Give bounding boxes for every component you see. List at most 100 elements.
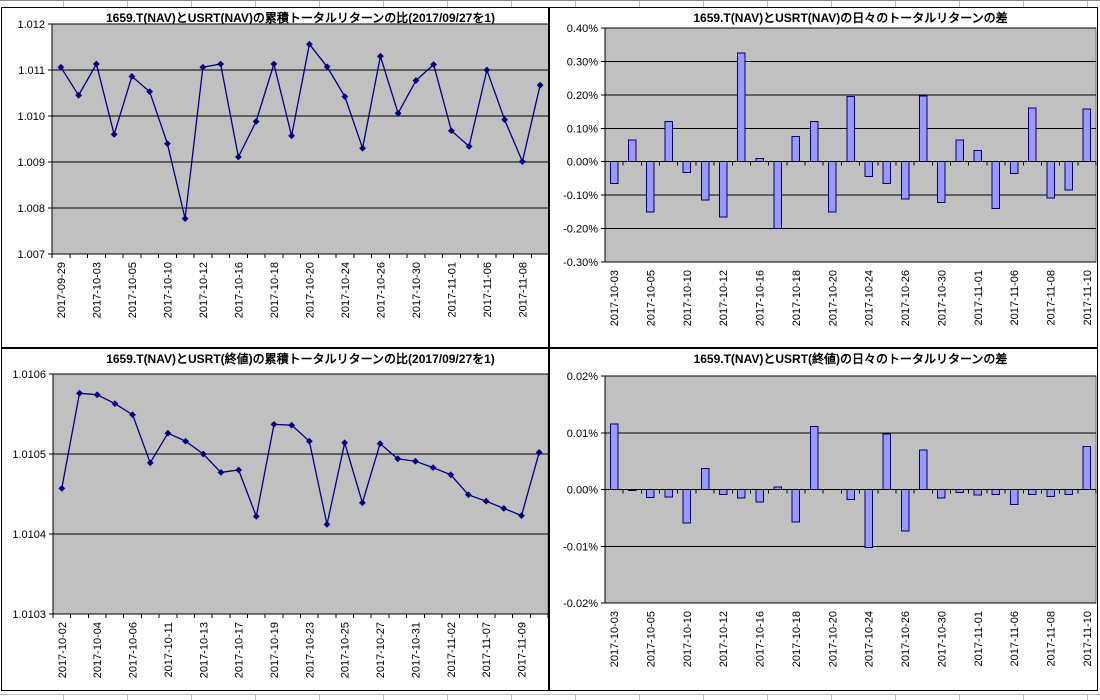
y-tick-label: -0.02% xyxy=(563,598,598,610)
spreadsheet-row-top xyxy=(0,0,1100,8)
data-point-marker xyxy=(111,400,119,407)
x-tick-label: 2017-10-10 xyxy=(682,611,694,667)
data-point-marker xyxy=(394,109,402,117)
x-tick-label: 2017-10-31 xyxy=(410,622,422,678)
x-tick-label: 2017-10-03 xyxy=(609,611,621,667)
data-point-marker xyxy=(376,440,384,447)
data-point-marker xyxy=(412,77,420,84)
bar xyxy=(1064,161,1073,191)
plot-area xyxy=(51,23,548,255)
bar xyxy=(846,96,855,163)
data-point-marker xyxy=(447,471,455,479)
x-axis: 2017-10-03 2017-10-05 2017-10-10 2017-10-12… xyxy=(604,489,1097,667)
data-point-marker xyxy=(429,464,437,471)
y-tick-label: 0.20% xyxy=(567,90,598,102)
x-tick-label: 2017-10-13 xyxy=(198,622,210,678)
bar xyxy=(955,139,964,163)
data-point-marker xyxy=(323,63,331,71)
x-tick-label: 2017-10-27 xyxy=(375,622,387,678)
x-tick-label: 2017-10-18 xyxy=(791,270,803,326)
chart-canvas: 0.02%0.01%0.00%-0.01%-0.02%2017-10-03 201… xyxy=(563,371,1097,667)
y-tick-label: 0.40% xyxy=(567,23,598,35)
data-point-marker xyxy=(518,158,526,165)
bar xyxy=(828,161,837,213)
bar xyxy=(737,52,746,163)
y-tick-label: 1.0104 xyxy=(12,529,46,541)
x-tick-label: 2017-10-11 xyxy=(163,622,175,677)
chart-canvas: 0.40% 0.30% 0.20% 0.10% 0.00% -0.10% -0.20% -0.… xyxy=(563,23,1097,326)
bar xyxy=(646,489,655,498)
data-point-marker xyxy=(447,127,455,135)
data-point-marker xyxy=(129,411,136,419)
y-tick-label: 0.02% xyxy=(567,371,598,383)
bar xyxy=(1064,489,1073,496)
x-tick-label: 2017-10-26 xyxy=(900,611,912,667)
data-point-marker xyxy=(341,93,349,101)
data-point-marker xyxy=(146,459,154,467)
x-tick-label: 2017-10-05 xyxy=(645,270,657,326)
bar xyxy=(664,121,673,163)
x-tick-label: 2017-10-30 xyxy=(936,611,948,667)
x-axis: 2017-10-02 2017-10-04 2017-10-06 2017-10-11… xyxy=(52,613,548,678)
data-point-marker xyxy=(305,40,313,48)
x-tick-label: 2017-10-10 xyxy=(162,262,174,318)
bar xyxy=(864,489,873,548)
data-point-marker xyxy=(465,491,472,499)
bar xyxy=(1028,107,1037,163)
spreadsheet-row-bottom xyxy=(0,691,1100,700)
data-point-marker xyxy=(110,131,118,138)
bar xyxy=(1009,161,1019,174)
y-tick-label: 1.011 xyxy=(18,65,45,77)
bar xyxy=(937,489,946,499)
bar xyxy=(973,489,982,496)
x-tick-label: 2017-10-16 xyxy=(233,262,245,318)
data-point-marker xyxy=(270,421,278,428)
bar xyxy=(1082,445,1092,490)
chart-nav-nav-daily-diff: 1659.T(NAV)とUSRT(NAV)の日々のトータルリターンの差 0.40… xyxy=(549,7,1098,348)
data-point-marker xyxy=(252,513,260,520)
x-tick-label: 2017-11-06 xyxy=(482,262,494,317)
data-point-marker xyxy=(234,153,242,161)
x-tick-label: 2017-11-09 xyxy=(516,622,528,677)
bar xyxy=(882,161,892,184)
data-point-marker xyxy=(376,52,384,60)
bar xyxy=(900,489,910,532)
y-tick-label: -0.30% xyxy=(563,257,598,269)
x-tick-label: 2017-09-29 xyxy=(56,262,68,318)
data-point-marker xyxy=(93,391,101,399)
data-point-marker xyxy=(181,215,189,222)
chart-nav-nav-cumulative-ratio: 1659.T(NAV)とUSRT(NAV)の累積トータルリターンの比(2017/… xyxy=(1,7,549,348)
y-tick-label: 1.0106 xyxy=(12,369,46,381)
x-tick-label: 2017-10-20 xyxy=(827,270,839,326)
y-tick-label: 1.010 xyxy=(17,111,45,123)
data-point-marker xyxy=(465,142,473,150)
x-tick-label: 2017-10-05 xyxy=(645,611,657,667)
y-tick-label: 1.0105 xyxy=(12,449,46,461)
x-tick-label: 2017-10-18 xyxy=(791,611,803,667)
bar xyxy=(755,489,764,503)
series-line xyxy=(58,389,543,528)
x-tick-label: 2017-10-02 xyxy=(57,622,69,678)
x-tick-label: 2017-10-24 xyxy=(864,611,876,667)
bar xyxy=(773,161,782,230)
x-tick-label: 2017-10-10 xyxy=(682,270,694,326)
chart-title: 1659.T(NAV)とUSRT(NAV)の累積トータルリターンの比(2017/… xyxy=(105,11,496,25)
chart-nav-close-daily-diff: 1659.T(NAV)とUSRT(終値)の日々のトータルリターンの差 0.02%… xyxy=(549,348,1098,691)
data-point-marker xyxy=(164,429,172,437)
x-tick-label: 2017-10-06 xyxy=(128,622,140,678)
y-tick-label: 0.30% xyxy=(567,56,598,68)
bar xyxy=(609,423,619,490)
y-tick-label: 1.007 xyxy=(17,249,45,261)
y-tick-label: 1.012 xyxy=(17,19,45,31)
x-tick-label: 2017-10-19 xyxy=(269,622,281,678)
bar xyxy=(991,489,1001,496)
x-tick-label: 2017-11-06 xyxy=(1009,611,1021,666)
bar xyxy=(682,489,692,524)
data-point-marker xyxy=(359,144,367,152)
data-point-marker xyxy=(288,421,296,429)
x-tick-label: 2017-11-02 xyxy=(446,622,458,677)
x-tick-label: 2017-10-25 xyxy=(340,622,352,678)
x-tick-label: 2017-11-01 xyxy=(446,262,458,317)
bar xyxy=(791,489,801,523)
data-point-marker xyxy=(323,521,331,528)
